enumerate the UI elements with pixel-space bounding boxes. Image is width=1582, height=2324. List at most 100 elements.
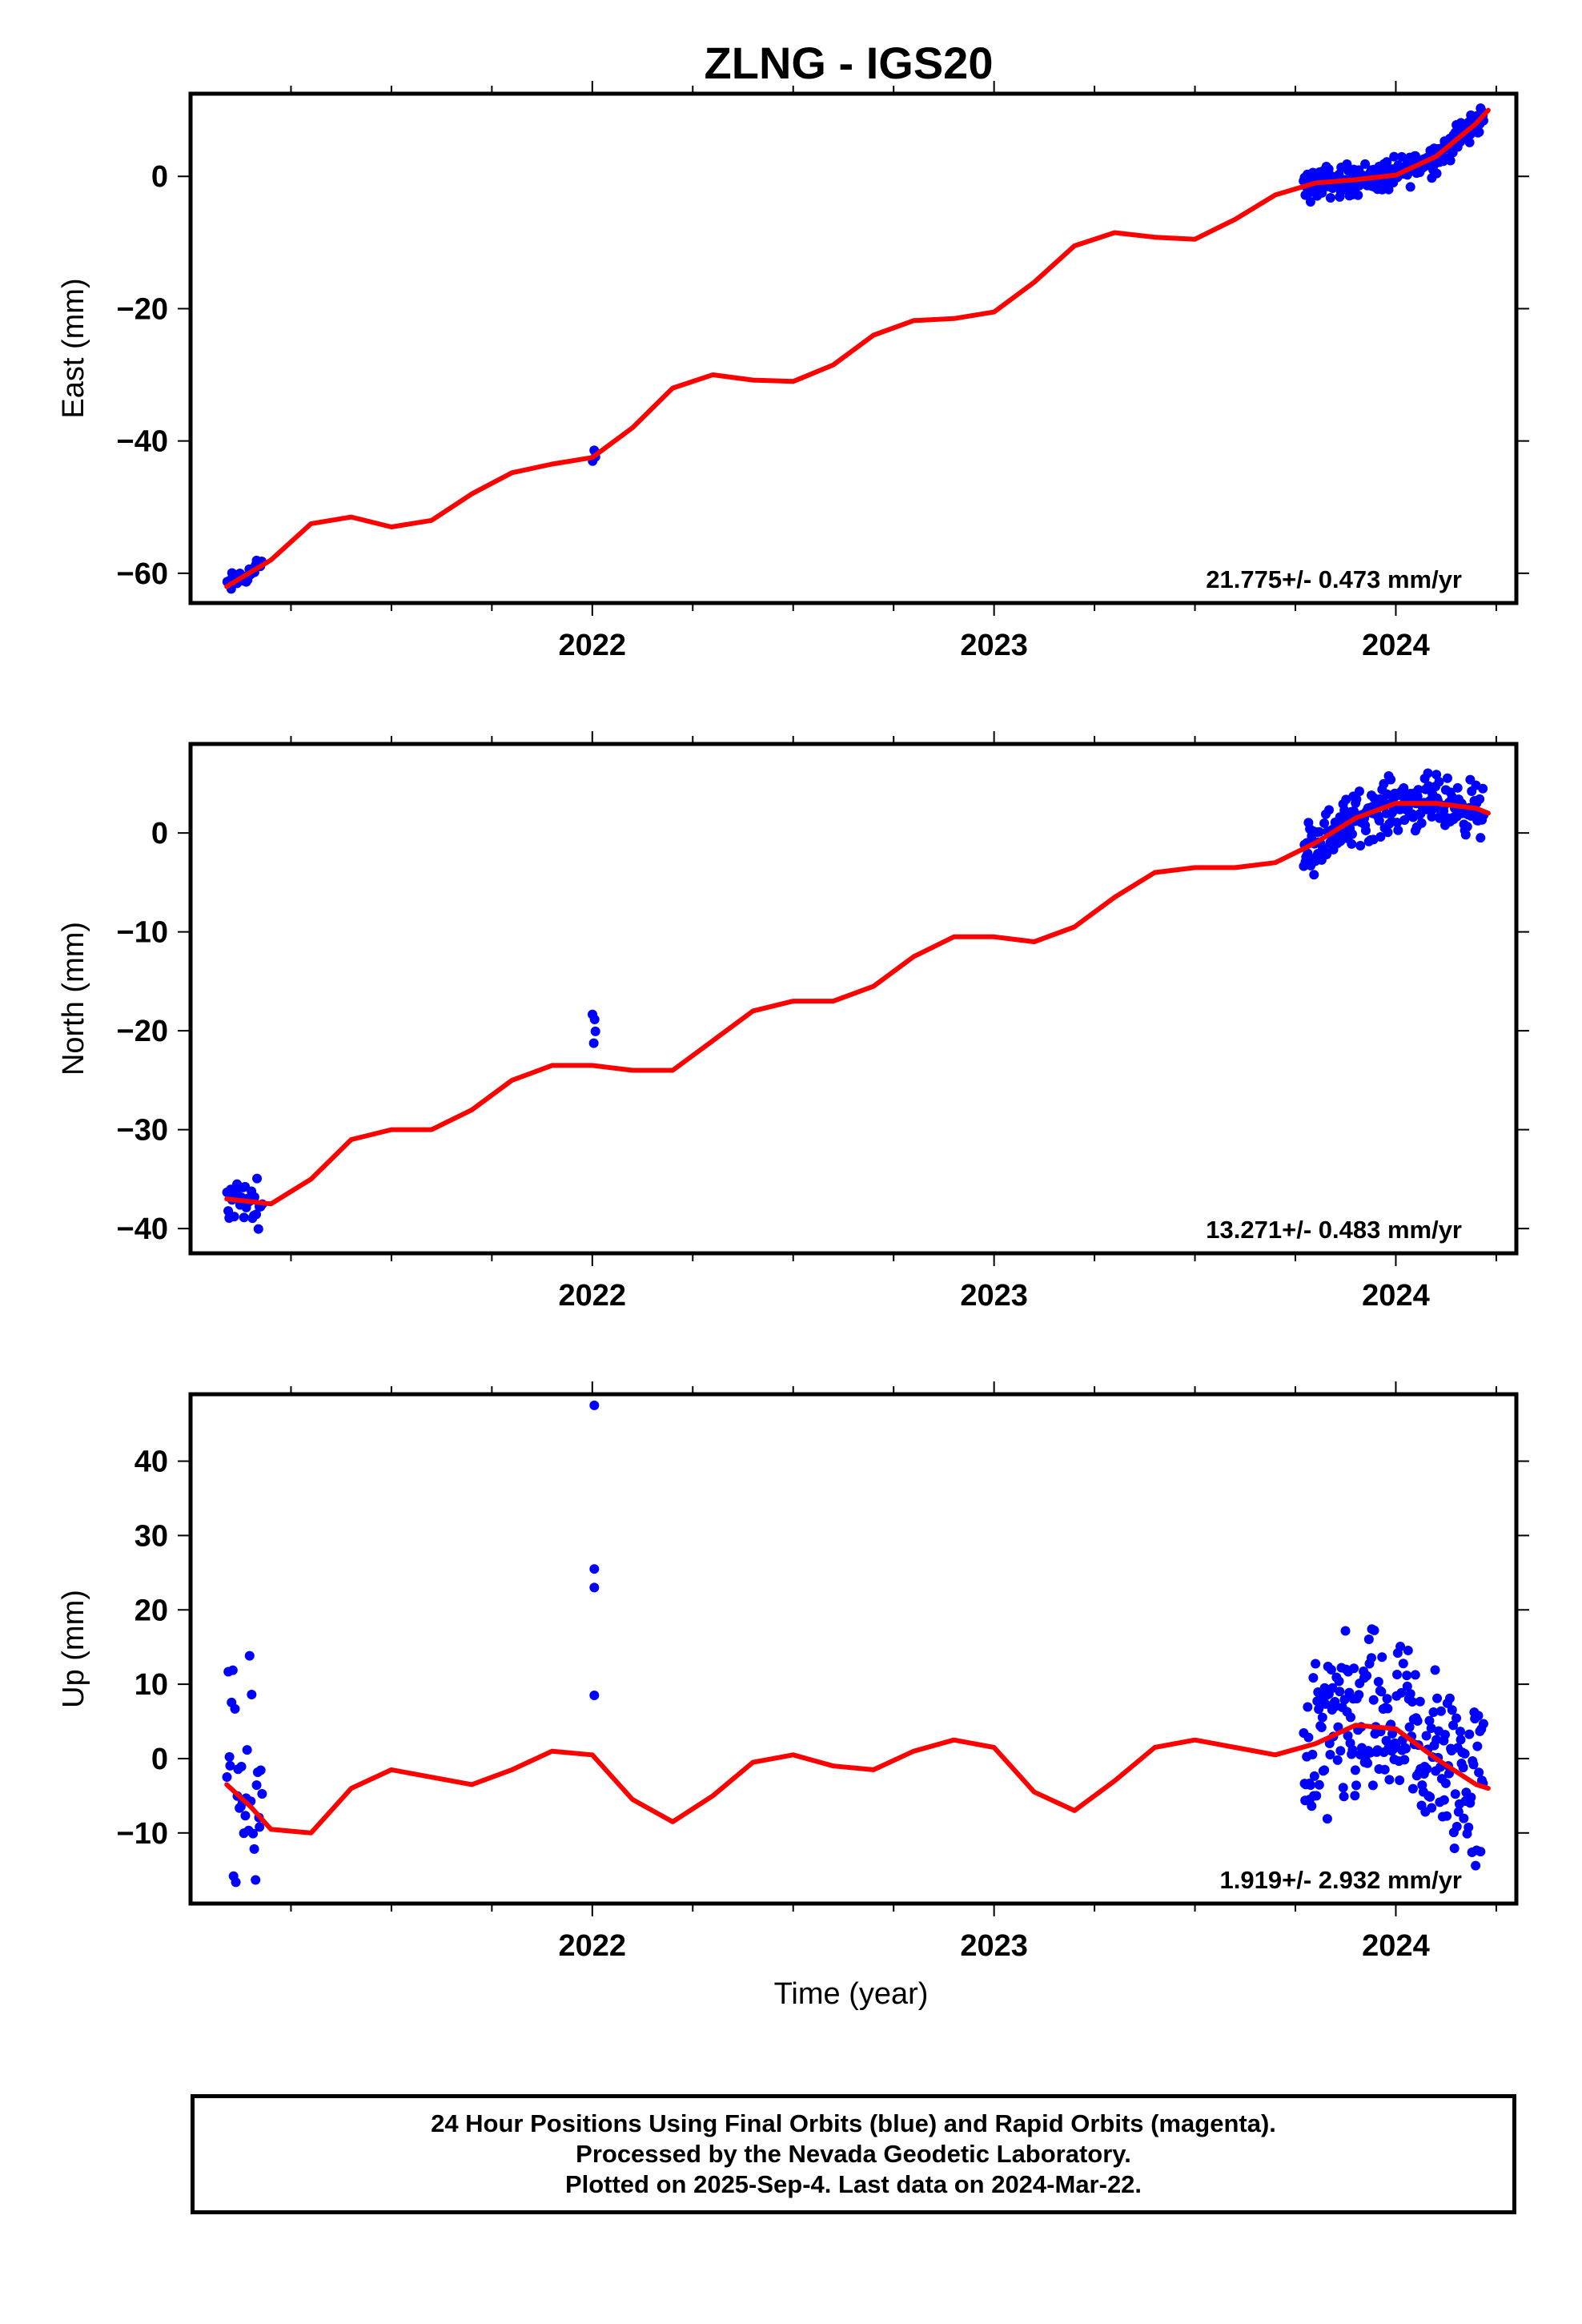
data-point [249,1844,259,1854]
plot-area [222,768,1491,1234]
data-point [1407,1697,1418,1707]
data-point [1395,1775,1405,1785]
data-point [1303,1702,1313,1712]
data-point [1383,827,1393,838]
data-point [1382,1694,1392,1704]
data-point [244,1651,255,1661]
y-axis-label: Up (mm) [57,1590,90,1708]
data-point [1303,1732,1314,1743]
data-point [247,1689,257,1699]
data-point [1452,1821,1462,1831]
data-point [1455,1727,1465,1737]
data-point [1339,1695,1350,1705]
data-point [589,1582,600,1593]
data-point [252,1173,263,1184]
plot-frame [188,1392,1519,1906]
data-point [1332,1755,1343,1765]
data-point [1434,777,1444,787]
y-tick-label: −10 [117,916,168,950]
data-point [1425,1791,1435,1802]
data-point [1383,1703,1393,1714]
y-tick-label: 0 [151,817,168,850]
velocity-annotation: 1.919+/- 2.932 mm/yr [1220,1866,1462,1894]
data-point [1343,1731,1353,1741]
data-point [589,1400,600,1410]
data-point [229,1212,239,1222]
data-point [1475,794,1485,804]
data-point [1307,1749,1318,1759]
data-point [1442,773,1452,783]
data-point [1460,830,1471,840]
data-point [1396,151,1407,162]
data-point [1341,794,1351,805]
data-point [1350,1791,1360,1801]
data-point [1472,1741,1483,1751]
fit-line [224,107,1491,589]
data-point [1427,1803,1437,1813]
data-point [1452,1713,1462,1723]
data-point [1410,1670,1420,1680]
data-point [255,1765,266,1775]
data-point [1478,783,1488,794]
data-point [1369,1625,1379,1635]
y-tick-label: 40 [135,1445,168,1479]
data-point [1325,192,1335,203]
data-point [239,1212,249,1223]
plot-frame [188,742,1519,1256]
data-point [1351,1780,1362,1791]
data-point [1389,151,1399,162]
data-point [1400,1743,1411,1754]
y-tick-label: −40 [117,425,168,459]
data-point [1447,1705,1457,1715]
y-axis-label: East (mm) [57,278,90,418]
x-axis-label: Time (year) [774,1977,929,2011]
x-tick-label: 2024 [1362,629,1430,662]
data-point [1460,1748,1470,1759]
x-tick-label: 2023 [960,629,1028,662]
data-point [1347,838,1357,849]
data-point [1402,1671,1412,1681]
data-point [1412,1715,1423,1726]
data-point [1407,1783,1418,1794]
data-point [1395,1642,1406,1652]
velocity-annotation: 21.775+/- 0.473 mm/yr [1206,565,1462,593]
data-point [1444,1693,1455,1703]
footer-line-3: Plotted on 2025-Sep-4. Last data on 2024… [564,2170,1142,2198]
velocity-annotation: 13.271+/- 0.483 mm/yr [1206,1216,1462,1244]
data-point [1376,1687,1387,1697]
data-point [223,1206,234,1216]
y-tick-label: 20 [135,1594,168,1627]
data-point [1404,1722,1415,1732]
footer-line-2: Processed by the Nevada Geodetic Laborat… [576,2140,1131,2168]
up-panel: 2022 2023 2024 40 30 20 10 0 −10 Up (mm) 1.919+/- … [57,1381,1529,1963]
data-point [236,1762,247,1772]
data-point [1345,1712,1355,1723]
y-tick-label: −40 [117,1212,168,1246]
data-point [1405,1689,1415,1699]
data-point [1393,825,1403,835]
data-point [1474,1767,1484,1778]
data-point [1379,778,1389,789]
data-point [1325,1750,1335,1760]
data-point [1353,190,1363,200]
data-point [589,1015,600,1025]
data-point [1360,159,1371,169]
data-point [1335,1687,1345,1697]
data-point [1379,1764,1390,1775]
x-tick-label: 2023 [960,1279,1028,1313]
data-point [1306,1780,1316,1791]
data-point [1476,833,1486,843]
data-point [589,1564,600,1574]
data-point [1473,1711,1484,1721]
data-point [1413,785,1423,795]
data-point [1435,1706,1446,1716]
data-point [1471,1860,1481,1871]
data-point [251,1780,262,1791]
data-point [1459,1813,1469,1823]
data-point [1311,1659,1321,1669]
data-point [242,1745,252,1755]
data-point [240,1811,251,1821]
x-tick-label: 2022 [559,1279,627,1313]
data-point [1363,1758,1373,1768]
